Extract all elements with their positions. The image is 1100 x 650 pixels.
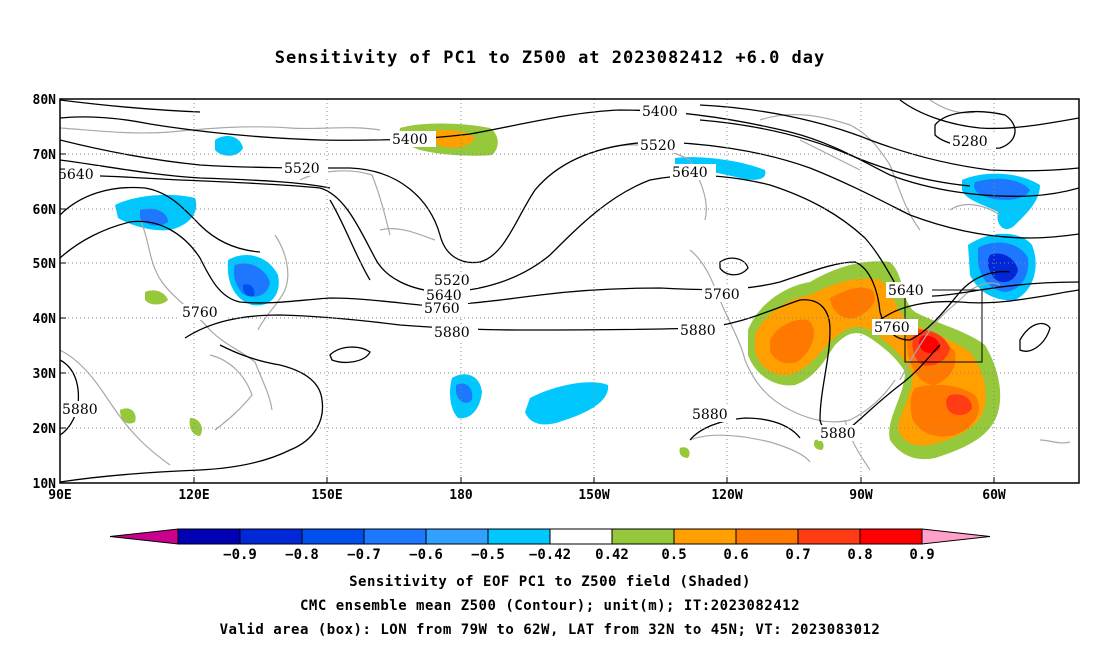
colorbar-label: 0.9 [909, 547, 934, 563]
colorbar-label: 0.8 [847, 547, 872, 563]
colorbar-swatch [177, 528, 241, 545]
colorbar-swatch [797, 528, 861, 545]
contour-labels: 5400 5400 5520 5520 5520 5640 5640 5640 … [58, 103, 996, 481]
lon-label: 120W [711, 488, 742, 503]
contour-label: 5880 [680, 323, 716, 339]
lon-labels: 90E 120E 150E 180 150W 120W 90W 60W [48, 488, 1006, 503]
contour-label: 5760 [874, 320, 910, 336]
contour-label: 5640 [672, 165, 708, 181]
shade-east-darkorange [770, 287, 979, 437]
lat-label: 20N [33, 422, 57, 437]
shade-blue-siberia-north [215, 136, 243, 156]
lon-label: 150E [311, 488, 342, 503]
colorbar-swatch [549, 528, 613, 545]
caption-line-2: CMC ensemble mean Z500 (Contour); unit(m… [299, 598, 800, 614]
contour-5400-b [60, 99, 1079, 130]
colorbar-label: −0.7 [347, 547, 381, 563]
colorbar-label: −0.8 [285, 547, 319, 563]
contour-label: 5400 [642, 104, 678, 120]
lat-label: 50N [33, 257, 57, 272]
colorbar: −0.9 −0.8 −0.7 −0.6 −0.5 −0.42 0.42 0.5 0.6 0.7 0.… [109, 528, 991, 563]
contour-label: 5640 [58, 167, 94, 183]
map-title: Sensitivity of PC1 to Z500 at 2023082412… [274, 48, 826, 68]
contour-label: 5520 [284, 161, 320, 177]
shade-blue-manchuria-core [242, 284, 255, 297]
contour-north-lines [60, 104, 1079, 321]
contour-5880-south [60, 344, 324, 483]
lon-label: 120E [178, 488, 209, 503]
caption-line-3: Valid area (box): LON from 79W to 62W, L… [219, 622, 881, 638]
colorbar-label: 0.6 [723, 547, 748, 563]
contour-extra-2 [329, 346, 371, 363]
colorbar-arrow-high [921, 528, 991, 545]
colorbar-label: 0.42 [595, 547, 629, 563]
colorbar-swatch [487, 528, 551, 545]
lat-label: 10N [33, 477, 57, 492]
contour-label: 5880 [62, 402, 98, 418]
contour-label: 5520 [434, 273, 470, 289]
shade-blue-labrador-dark [974, 178, 1030, 200]
contour-5520 [60, 139, 1079, 264]
lat-label: 60N [33, 203, 57, 218]
lon-label: 90E [48, 488, 71, 503]
colorbar-label: −0.9 [223, 547, 257, 563]
lon-label: 180 [449, 488, 473, 503]
lat-label: 80N [33, 93, 57, 108]
lat-labels: 80N 70N 60N 50N 40N 30N 20N 10N [33, 93, 57, 492]
shade-east-deepred [919, 335, 940, 354]
colorbar-swatch [239, 528, 303, 545]
contour-label: 5880 [692, 407, 728, 423]
contour-label: 5880 [434, 325, 470, 341]
tick-marks [60, 98, 995, 484]
shade-green-small1 [145, 290, 168, 305]
colorbar-label: 0.5 [661, 547, 686, 563]
contour-label: 5520 [640, 138, 676, 154]
lon-label: 90W [849, 488, 873, 503]
contour-extra-1 [719, 257, 749, 276]
contour-label: 5640 [888, 283, 924, 299]
shade-blue-manchuria-dark [233, 263, 270, 297]
contour-label: 5880 [820, 426, 856, 442]
shade-blue-alaska [675, 157, 766, 180]
shade-blue-newfoundland-core [987, 253, 1018, 283]
colorbar-swatch [425, 528, 489, 545]
contour-label: 5280 [952, 134, 988, 150]
contour-label: 5760 [704, 287, 740, 303]
shaded-regions [115, 123, 1040, 460]
colorbar-label: 0.7 [785, 547, 810, 563]
contour-label: 5400 [392, 132, 428, 148]
colorbar-swatch [363, 528, 427, 545]
caption-line-1: Sensitivity of EOF PC1 to Z500 field (Sh… [349, 574, 751, 590]
shade-blue-pacific-1-dark [456, 383, 473, 403]
contour-extra-3 [1019, 322, 1051, 352]
shade-blue-pacific-2 [525, 382, 609, 425]
colorbar-swatch [611, 528, 675, 545]
lat-label: 70N [33, 148, 57, 163]
colorbar-label: −0.42 [529, 547, 571, 563]
lon-label: 150W [578, 488, 609, 503]
shade-green-small2 [120, 408, 202, 436]
lat-label: 40N [33, 312, 57, 327]
contour-5400 [60, 109, 1079, 197]
lon-label: 60W [982, 488, 1006, 503]
colorbar-label: −0.5 [471, 547, 505, 563]
lat-label: 30N [33, 367, 57, 382]
contour-5880-west [60, 359, 80, 436]
colorbar-swatch [859, 528, 923, 545]
contour-label: 5760 [182, 305, 218, 321]
map-frame [59, 98, 1080, 484]
contour-label: 5760 [424, 301, 460, 317]
colorbar-label: −0.6 [409, 547, 443, 563]
colorbar-swatch [301, 528, 365, 545]
colorbar-swatch [735, 528, 799, 545]
colorbar-swatch [673, 528, 737, 545]
colorbar-arrow-low [109, 528, 179, 545]
contour-5760 [60, 220, 1011, 341]
